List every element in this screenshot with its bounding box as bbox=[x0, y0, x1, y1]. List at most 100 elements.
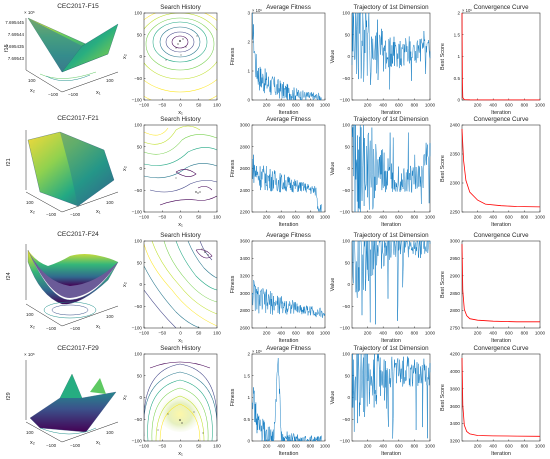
x-tick-label: 600 bbox=[395, 444, 403, 449]
series-line bbox=[461, 12, 540, 101]
x-tick-label: 400 bbox=[489, 103, 497, 108]
x-tick-label: 400 bbox=[277, 103, 285, 108]
y-tick-label: 0.5 bbox=[454, 76, 461, 81]
y-tick-label: −100 bbox=[132, 326, 143, 331]
x-tick-label: 400 bbox=[379, 215, 387, 220]
x-tick-label: −50 bbox=[158, 331, 166, 336]
search-history-f24 bbox=[144, 241, 217, 328]
y-tick-label: 2400 bbox=[450, 123, 461, 128]
x-tick-label: 800 bbox=[307, 331, 315, 336]
surface-title: CEC2017-F15 bbox=[57, 3, 99, 10]
x-tick-label: −50 bbox=[158, 444, 166, 449]
history-3-axes: Search History x₁ x₂ −100 −50 0 50 100 100 50 0 −50… bbox=[122, 345, 221, 457]
tick-a: 100 bbox=[26, 312, 34, 317]
tick-a: 100 bbox=[26, 200, 34, 205]
surface-plot-f24: CEC2017-F24 f24 100 −100 −100 100 x₂ x₁ bbox=[6, 231, 119, 331]
x-tick-label: 600 bbox=[505, 103, 513, 108]
y-axis-label: Value bbox=[330, 162, 336, 176]
x-tick-label: 1000 bbox=[320, 215, 331, 220]
x-tick-label: 800 bbox=[521, 331, 529, 336]
series-CEC2017-F15-2 bbox=[461, 12, 540, 101]
x-tick-label: 50 bbox=[196, 103, 202, 108]
x-tick-label: −100 bbox=[139, 331, 150, 336]
x-tick-label: 600 bbox=[395, 331, 403, 336]
y-tick-label: 50 bbox=[345, 32, 351, 37]
panel-title: Convergence Curve bbox=[473, 116, 529, 123]
x-tick-label: 800 bbox=[411, 444, 419, 449]
x-tick-label: 400 bbox=[379, 103, 387, 108]
y-tick-label: −50 bbox=[134, 188, 142, 193]
x-tick-label: −100 bbox=[139, 444, 150, 449]
x-axis-label: Iteration bbox=[491, 338, 511, 344]
y-tick-label: 0 bbox=[139, 54, 142, 59]
x-tick-label: −50 bbox=[158, 215, 166, 220]
x-tick-label: 800 bbox=[411, 215, 419, 220]
y-tick-label: 100 bbox=[342, 123, 350, 128]
y-tick-label: 3 bbox=[247, 11, 250, 16]
y-tick-label: 4200 bbox=[450, 352, 461, 357]
panel-title: Trajectory of 1st Dimension bbox=[353, 232, 429, 239]
y-tick-label: 50 bbox=[345, 260, 351, 265]
x-tick-label: 0 bbox=[179, 103, 182, 108]
y-tick-label: 1.5 bbox=[244, 373, 251, 378]
x-tick-label: 200 bbox=[364, 103, 372, 108]
y-tick-label: 1.5 bbox=[454, 32, 461, 37]
y-tick-label: 0 bbox=[457, 98, 460, 103]
convergence-2-axes: Convergence Curve Iteration Best Score 200 4… bbox=[440, 232, 546, 344]
panel-title: Trajectory of 1st Dimension bbox=[353, 116, 429, 123]
series-line bbox=[351, 124, 431, 213]
x-tick-label: 100 bbox=[213, 103, 221, 108]
surface-title: CEC2017-F29 bbox=[57, 345, 99, 352]
y-axis-label: Value bbox=[330, 391, 336, 405]
series-line bbox=[461, 244, 540, 323]
y-axis-label: Fitness bbox=[230, 275, 236, 293]
y-tick-label: 2 bbox=[457, 11, 460, 16]
x-tick-label: 1000 bbox=[535, 331, 546, 336]
series-line bbox=[351, 353, 431, 439]
tick-b: 100 bbox=[106, 200, 114, 205]
y-tick-label: 3400 bbox=[450, 421, 461, 426]
x-axis-label: x₁ bbox=[178, 338, 183, 344]
series-CEC2017-F24-0 bbox=[251, 280, 326, 318]
x-tick-label: 200 bbox=[474, 215, 482, 220]
tick-b: 100 bbox=[106, 430, 114, 435]
x-tick-label: 1000 bbox=[320, 103, 331, 108]
y-axis-label: Best Score bbox=[440, 271, 446, 298]
y-tick-label: 1 bbox=[457, 54, 460, 59]
y-axis-label: x₂ bbox=[122, 395, 128, 400]
series-line bbox=[251, 280, 326, 318]
z-tick: 7.69544 bbox=[8, 32, 25, 37]
series-line bbox=[352, 240, 431, 325]
panel-title: Trajectory of 1st Dimension bbox=[353, 345, 429, 352]
x-tick-label: 200 bbox=[263, 331, 271, 336]
x-tick-label: 800 bbox=[307, 444, 315, 449]
tick-b: 100 bbox=[106, 78, 114, 83]
y-tick-label: 100 bbox=[342, 352, 350, 357]
tick-b: −100 bbox=[70, 326, 81, 331]
panel-title: Convergence Curve bbox=[473, 4, 529, 11]
y-tick-label: 2 bbox=[247, 352, 250, 357]
history-1-axes: Search History x₁ x₂ −100 −50 0 50 100 100 50 0 −50… bbox=[122, 116, 221, 228]
y-tick-label: 100 bbox=[342, 11, 350, 16]
x-tick-label: 800 bbox=[521, 215, 529, 220]
trajectory-1-axes: Trajectory of 1st Dimension Iteration Valu… bbox=[330, 116, 436, 228]
x-axis-label: Iteration bbox=[279, 110, 299, 116]
x-tick-label: 400 bbox=[379, 331, 387, 336]
x-tick-label: −100 bbox=[139, 103, 150, 108]
x-tick-label: 800 bbox=[307, 103, 315, 108]
tick-b: −100 bbox=[70, 212, 81, 217]
y-tick-label: 3800 bbox=[450, 386, 461, 391]
y-tick-label: 0 bbox=[247, 98, 250, 103]
x-tick-label: 600 bbox=[505, 215, 513, 220]
x-tick-label: 600 bbox=[505, 331, 513, 336]
x-axis-label: Iteration bbox=[381, 451, 401, 457]
axes-box bbox=[251, 240, 326, 329]
x-tick-label: 50 bbox=[196, 444, 202, 449]
y-tick-label: 0 bbox=[347, 395, 350, 400]
y-tick-label: 50 bbox=[137, 260, 143, 265]
fitness-0-axes: Average Fitness Iteration Fitness 200 400 600… bbox=[230, 4, 331, 116]
y-axis-label: Best Score bbox=[440, 43, 446, 70]
history-2-axes: Search History x₁ x₂ −100 −50 0 50 100 100 50 0 −50… bbox=[122, 232, 221, 344]
x2-axis-label: x₂ bbox=[30, 440, 35, 446]
panel-title: Search History bbox=[160, 116, 201, 123]
